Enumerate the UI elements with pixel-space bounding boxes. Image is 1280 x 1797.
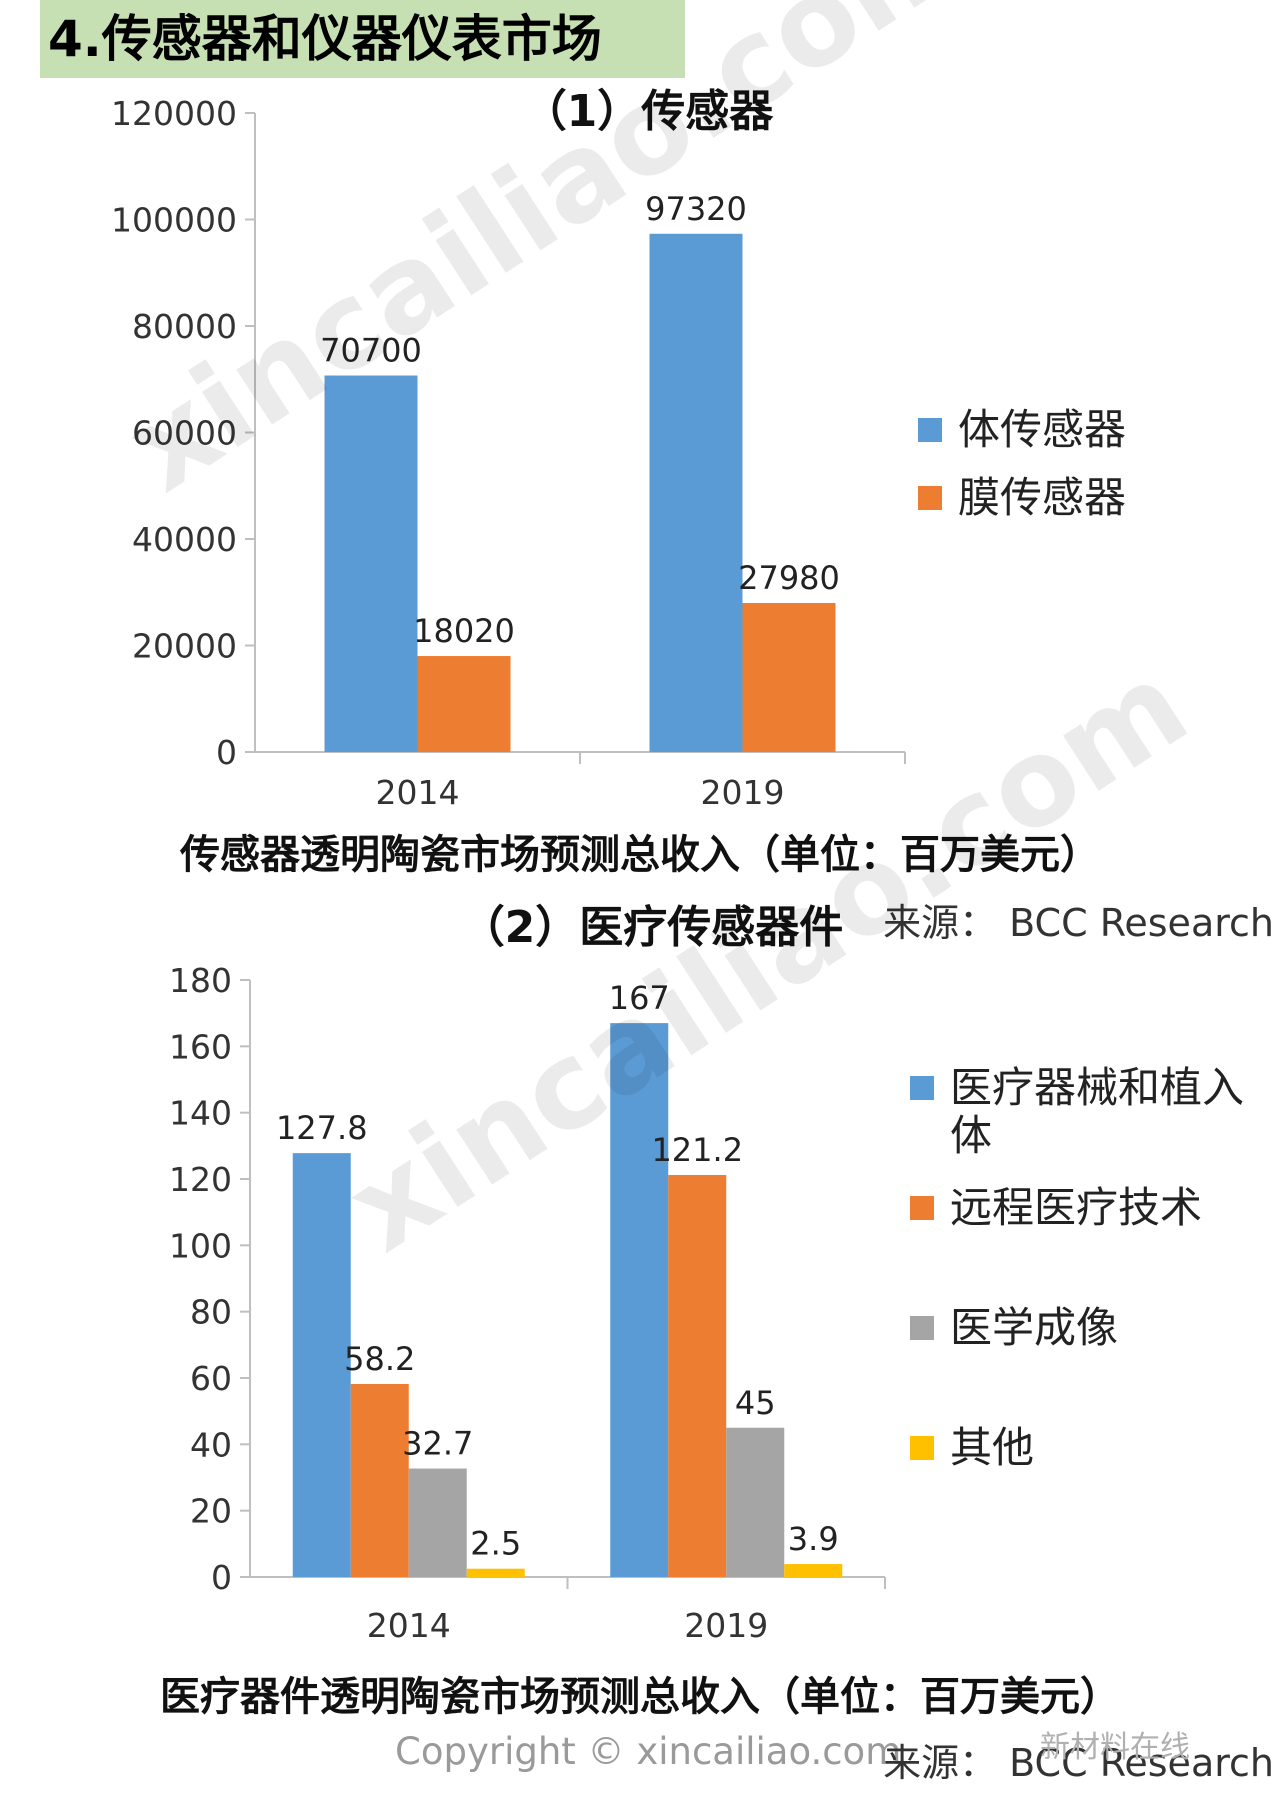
legend-swatch — [910, 1196, 934, 1220]
legend-swatch — [918, 486, 942, 510]
bar — [742, 603, 836, 752]
data-label: 121.2 — [651, 1131, 743, 1169]
bars — [324, 233, 836, 752]
data-label: 167 — [609, 979, 670, 1017]
chart2-caption: 医疗器件透明陶瓷市场预测总收入（单位：百万美元） — [160, 1674, 1120, 1720]
legend-label: 医疗器械和植入 — [950, 1063, 1244, 1112]
data-labels: 127.8 58.2 32.7 2.5 167 121.2 45 3.9 — [276, 979, 839, 1563]
legend-swatch — [918, 418, 942, 442]
chart-title: （1）传感器 — [523, 86, 775, 137]
bar — [350, 1383, 409, 1577]
y-tick-label: 120 — [169, 1160, 232, 1199]
y-tick-label: 60 — [190, 1359, 232, 1398]
y-tick-label: 100000 — [111, 201, 237, 240]
data-label: 2.5 — [470, 1525, 521, 1563]
legend-label: 医学成像 — [950, 1303, 1118, 1352]
chart2-source: 来源： BCC Research — [883, 1741, 1274, 1785]
page-title: 4.传感器和仪器仪表市场 — [40, 0, 685, 78]
data-label: 3.9 — [788, 1520, 839, 1558]
y-tick-label: 80 — [190, 1293, 232, 1332]
y-tick-label: 60000 — [132, 414, 237, 453]
axes: 0 20000 40000 60000 80000 100000 120000 2014 201… — [111, 94, 906, 812]
bar — [668, 1175, 727, 1577]
bar — [726, 1427, 785, 1577]
bar — [610, 1023, 669, 1577]
y-tick-label: 0 — [216, 733, 237, 772]
y-tick-label: 20 — [190, 1492, 232, 1531]
x-tick-label: 2019 — [684, 1606, 768, 1645]
sensor-chart: （1）传感器 0 20000 40000 60000 80000 100000 120000… — [111, 86, 1126, 812]
bar — [292, 1153, 351, 1577]
data-label: 32.7 — [402, 1425, 473, 1463]
x-tick-label: 2019 — [701, 773, 785, 812]
legend-label: 其他 — [950, 1423, 1034, 1472]
data-label: 58.2 — [344, 1340, 415, 1378]
legend-swatch — [910, 1316, 934, 1340]
y-tick-label: 40 — [190, 1425, 232, 1464]
y-tick-label: 180 — [169, 961, 232, 1000]
data-label: 45 — [735, 1384, 776, 1422]
axes: 0 20 40 60 80 100 120 140 160 180 2014 2019 — [169, 961, 886, 1645]
bar — [784, 1564, 843, 1577]
y-tick-label: 80000 — [132, 307, 237, 346]
y-tick-label: 140 — [169, 1094, 232, 1133]
bar — [324, 375, 418, 752]
bar — [417, 656, 511, 752]
y-tick-label: 100 — [169, 1226, 232, 1265]
copyright: Copyright © xincailiao.com — [395, 1730, 902, 1773]
legend-label: 远程医疗技术 — [950, 1183, 1202, 1232]
y-tick-label: 0 — [211, 1558, 232, 1597]
y-tick-label: 160 — [169, 1027, 232, 1066]
medical-chart: （2）医疗传感器件 0 20 40 60 80 100 120 140 160 180 2014 20… — [169, 902, 1244, 1645]
y-tick-label: 120000 — [111, 94, 237, 133]
data-labels: 70700 18020 97320 27980 — [320, 190, 840, 650]
x-tick-label: 2014 — [376, 773, 460, 812]
data-label: 97320 — [645, 190, 747, 228]
data-label: 70700 — [320, 332, 422, 370]
wechat-watermark: 新材料在线 — [1040, 1730, 1190, 1765]
bar — [649, 233, 743, 752]
bars — [292, 1023, 843, 1577]
legend-label: 体传感器 — [958, 405, 1126, 454]
legend-swatch — [910, 1436, 934, 1460]
data-label: 18020 — [413, 612, 515, 650]
data-label: 27980 — [738, 559, 840, 597]
chart1-caption: 传感器透明陶瓷市场预测总收入（单位：百万美元） — [180, 832, 1100, 878]
data-label: 127.8 — [276, 1109, 368, 1147]
legend-swatch — [910, 1076, 934, 1100]
chart1-source: 来源： BCC Research — [883, 901, 1274, 945]
bar — [466, 1568, 525, 1577]
bar — [408, 1468, 467, 1577]
chart-title: （2）医疗传感器件 — [461, 902, 844, 953]
x-tick-label: 2014 — [367, 1606, 451, 1645]
y-tick-label: 20000 — [132, 627, 237, 666]
legend-label: 体 — [950, 1111, 992, 1160]
y-tick-label: 40000 — [132, 520, 237, 559]
legend-label: 膜传感器 — [958, 473, 1126, 522]
